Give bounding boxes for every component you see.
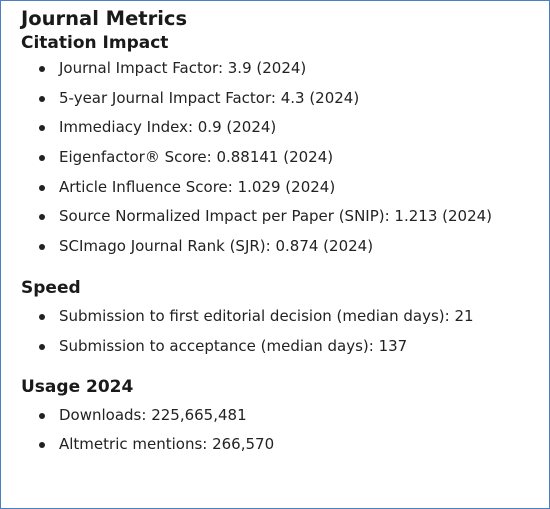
list-item: SCImago Journal Rank (SJR): 0.874 (2024): [21, 237, 539, 256]
page-title: Journal Metrics: [21, 7, 188, 30]
usage-list: Downloads: 225,665,481 Altmetric mention…: [21, 406, 539, 455]
section-heading-citation-impact: Citation Impact: [21, 33, 169, 53]
list-item: Altmetric mentions: 266,570: [21, 435, 539, 454]
list-item: Downloads: 225,665,481: [21, 406, 539, 425]
list-item: Submission to first editorial decision (…: [21, 307, 539, 326]
list-item: Submission to acceptance (median days): …: [21, 337, 539, 356]
list-item: Immediacy Index: 0.9 (2024): [21, 118, 539, 137]
list-item: Article Influence Score: 1.029 (2024): [21, 178, 539, 197]
list-item: Eigenfactor® Score: 0.88141 (2024): [21, 148, 539, 167]
speed-list: Submission to first editorial decision (…: [21, 307, 539, 356]
section-heading-speed: Speed: [21, 278, 81, 299]
list-item: 5-year Journal Impact Factor: 4.3 (2024): [21, 89, 539, 108]
metrics-content: Journal Metrics Citation Impact Journal …: [21, 7, 539, 454]
list-item: Source Normalized Impact per Paper (SNIP…: [21, 207, 539, 226]
citation-impact-list: Journal Impact Factor: 3.9 (2024) 5-year…: [21, 59, 539, 256]
section-heading-usage: Usage 2024: [21, 376, 134, 397]
list-item: Journal Impact Factor: 3.9 (2024): [21, 59, 539, 78]
